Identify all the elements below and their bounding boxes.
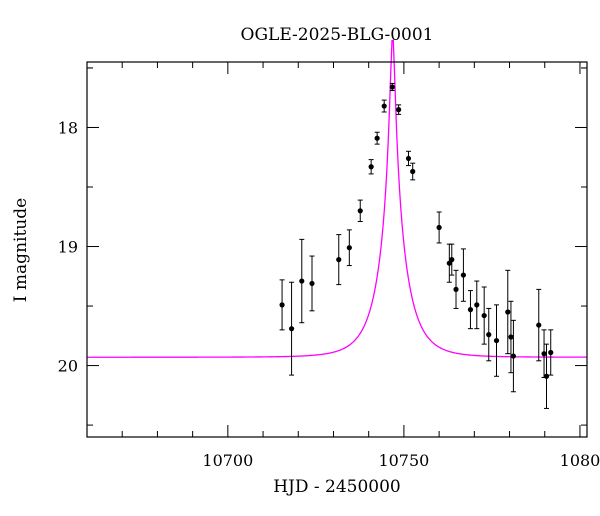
data-point-20	[474, 302, 480, 308]
x-tick-label-extra: 1080	[560, 451, 600, 470]
data-point-24	[505, 309, 511, 315]
data-point-26	[510, 353, 517, 359]
data-point-5	[346, 245, 352, 251]
model-curve-layer	[87, 39, 587, 358]
data-point-11	[396, 107, 402, 113]
x-axis-label: HJD - 2450000	[273, 477, 401, 497]
data-point-23	[493, 337, 500, 344]
plot-frame	[86, 61, 588, 438]
data-point-28	[541, 351, 547, 357]
data-point-29	[543, 373, 550, 379]
data-point-0	[279, 302, 285, 308]
model-curve	[87, 39, 587, 358]
data-point-10	[389, 84, 395, 90]
data-point-21	[481, 312, 487, 319]
axis-ticks-layer	[87, 62, 587, 437]
data-point-4	[336, 257, 342, 263]
data-point-30	[548, 349, 554, 356]
data-point-2	[299, 278, 305, 284]
y-tick-label-0: 18	[58, 118, 78, 137]
chart-title: OGLE-2025-BLG-0001	[241, 25, 434, 45]
data-point-19	[467, 307, 474, 313]
y-axis-label: I magnitude	[11, 198, 31, 302]
data-point-12	[405, 155, 412, 162]
data-point-27	[536, 322, 542, 328]
data-point-13	[410, 168, 416, 175]
data-point-3	[309, 280, 315, 287]
data-point-22	[486, 332, 492, 338]
data-point-14	[436, 224, 442, 231]
x-tick-label-1: 10750	[378, 451, 429, 470]
data-point-16	[449, 257, 455, 263]
y-tick-label-1: 19	[58, 238, 78, 257]
data-point-9	[381, 103, 387, 109]
data-point-6	[357, 208, 363, 214]
data-point-18	[460, 272, 467, 278]
data-point-8	[374, 135, 380, 141]
data-point-17	[453, 286, 459, 292]
data-point-7	[368, 164, 374, 170]
axis-tick-labels-layer: 10700 10750 18 19 20	[58, 118, 430, 470]
x-tick-label-0: 10700	[202, 451, 253, 470]
data-points-layer	[279, 82, 554, 409]
data-point-25	[508, 334, 514, 340]
y-tick-label-2: 20	[58, 357, 78, 376]
data-point-1	[288, 326, 295, 332]
